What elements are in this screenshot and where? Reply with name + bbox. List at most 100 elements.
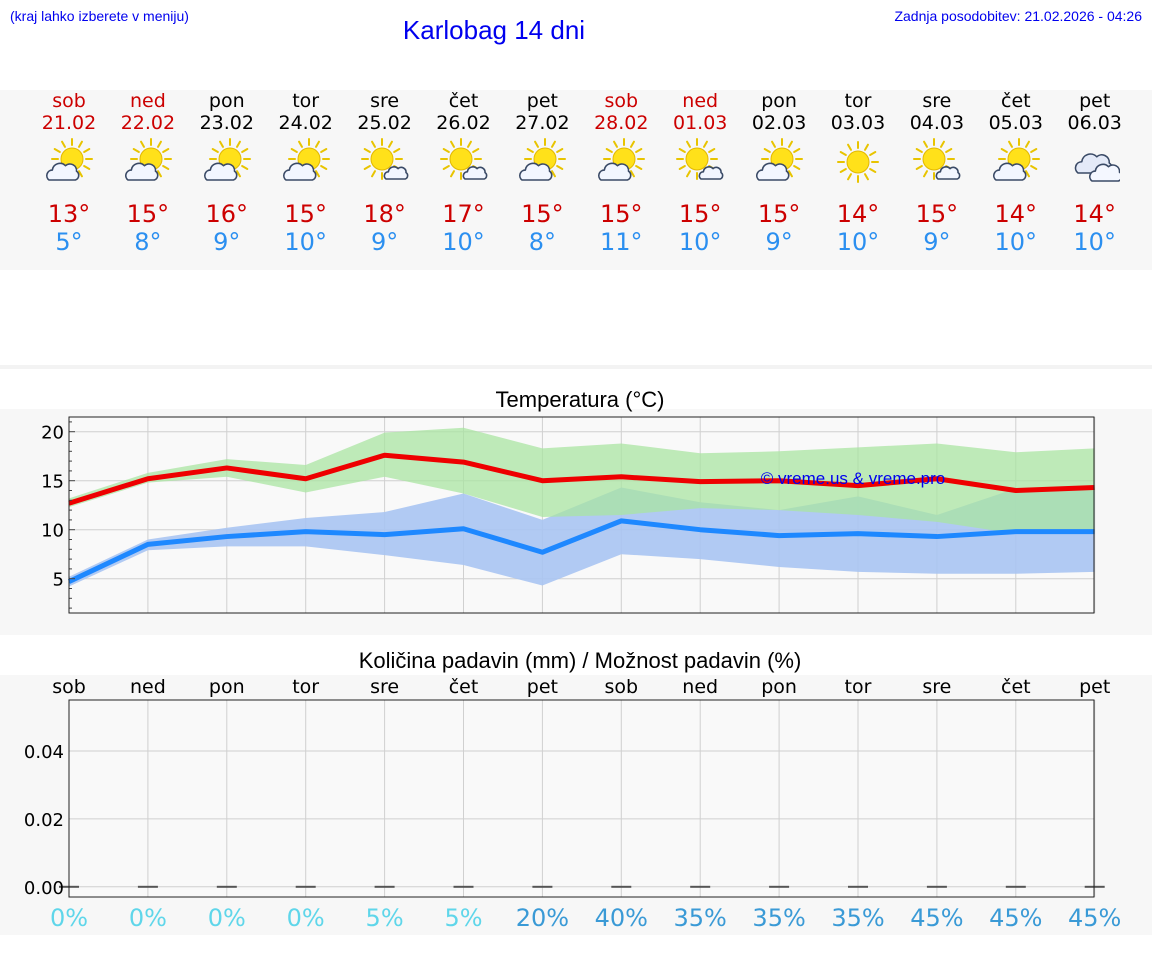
- day-card: pet 27.02 15° 8°: [502, 90, 582, 256]
- separator: [0, 365, 1152, 369]
- partly-cloudy-icon: [266, 134, 346, 194]
- min-temperature: 10°: [836, 228, 880, 256]
- min-temperature: 9°: [765, 228, 793, 256]
- mostly-sunny-icon: [660, 134, 740, 194]
- mostly-sunny-icon: [424, 134, 504, 194]
- partly-cloudy-icon: [581, 134, 661, 194]
- precip-probability: 5%: [444, 904, 483, 932]
- precip-day-label: pon: [761, 676, 797, 698]
- day-date: 27.02: [515, 112, 570, 134]
- weather-icon: [676, 138, 724, 180]
- max-temperature: 14°: [994, 200, 1038, 228]
- day-name: tor: [844, 90, 872, 112]
- partly-cloudy-icon: [976, 134, 1056, 194]
- min-temperature: 8°: [528, 228, 557, 256]
- max-temperature: 17°: [442, 200, 485, 228]
- precipitation-bar: [137, 885, 158, 888]
- day-name: pet: [1079, 90, 1111, 112]
- weather-icon: [598, 138, 646, 181]
- y-tick-label: 0.04: [24, 742, 64, 763]
- day-name: ned: [129, 90, 166, 112]
- day-date: 02.03: [751, 112, 807, 134]
- precip-day-label: čet: [448, 676, 479, 698]
- location-menu-hint: (kraj lahko izberete v meniju): [10, 8, 189, 24]
- day-card: čet 05.03 14° 10°: [976, 90, 1056, 256]
- precip-probability: 45%: [910, 904, 964, 932]
- min-temperature: 10°: [284, 228, 327, 256]
- day-name: sob: [52, 90, 86, 112]
- last-updated: Zadnja posodobitev: 21.02.2026 - 04:26: [894, 8, 1142, 24]
- max-temperature: 15°: [600, 200, 643, 228]
- precip-day-label: sre: [922, 676, 952, 698]
- mostly-sunny-icon: [897, 134, 977, 194]
- precip-day-label: tor: [844, 676, 872, 698]
- precipitation-bar: [690, 885, 711, 888]
- precip-day-label: pet: [1079, 676, 1111, 698]
- precip-day-label: sob: [604, 676, 639, 698]
- y-tick-label: 5: [53, 570, 64, 591]
- weather-icon: [1074, 153, 1120, 182]
- day-date: 05.03: [988, 112, 1043, 134]
- day-name: pon: [761, 90, 797, 112]
- cloudy-icon: [1055, 134, 1135, 194]
- precipitation-bar: [769, 885, 790, 888]
- weather-icon: [46, 138, 93, 181]
- y-tick-label: 10: [41, 521, 64, 542]
- y-tick-label: 20: [41, 423, 64, 444]
- plot-area: [69, 700, 1094, 897]
- partly-cloudy-icon: [29, 134, 109, 194]
- weather-icon: [837, 141, 879, 183]
- y-tick-label: 0.02: [24, 810, 64, 831]
- day-card: ned 01.03 15° 10°: [660, 90, 740, 256]
- day-name: čet: [448, 90, 479, 112]
- day-date: 25.02: [357, 112, 412, 134]
- min-temperature: 11°: [600, 228, 643, 256]
- day-card: pon 02.03 15° 9°: [739, 90, 819, 256]
- max-temperature: 15°: [284, 200, 327, 228]
- precip-probability: 0%: [49, 904, 89, 932]
- weather-icon: [912, 138, 961, 180]
- day-date: 21.02: [41, 112, 97, 134]
- precipitation-bar: [1084, 885, 1105, 888]
- precipitation-bar: [453, 885, 474, 888]
- day-name: ned: [682, 90, 719, 112]
- day-card: tor 24.02 15° 10°: [266, 90, 346, 256]
- weather-icon: [282, 138, 330, 181]
- page-title: Karlobag 14 dni: [402, 15, 586, 45]
- precip-probability: 0%: [286, 904, 325, 932]
- min-temperature: 9°: [213, 228, 241, 256]
- max-temperature: 18°: [363, 200, 406, 228]
- precip-probability: 0%: [207, 904, 246, 932]
- weather-icon: [439, 138, 487, 180]
- temperature-chart-title: Temperatura (°C): [495, 387, 665, 412]
- min-temperature: 10°: [1073, 228, 1116, 256]
- precipitation-bar: [611, 885, 632, 888]
- day-name: sre: [922, 90, 952, 112]
- precip-probability: 0%: [128, 904, 167, 932]
- precip-probability: 35%: [831, 904, 885, 932]
- max-temperature: 15°: [678, 200, 722, 228]
- day-date: 23.02: [199, 112, 254, 134]
- day-date: 06.03: [1067, 112, 1122, 134]
- plot-frame: [68, 416, 1095, 614]
- partly-cloudy-icon: [502, 134, 582, 194]
- precipitation-bar: [532, 885, 553, 888]
- max-temperature: 14°: [1073, 200, 1116, 228]
- precipitation-bar: [216, 885, 237, 888]
- precipitation-bar: [926, 885, 947, 888]
- partly-cloudy-icon: [187, 134, 267, 194]
- precip-day-label: sob: [52, 676, 86, 698]
- precip-probability: 45%: [1068, 904, 1122, 932]
- precipitation-bar: [1005, 885, 1026, 888]
- day-card: sre 25.02 18° 9°: [345, 90, 425, 256]
- day-name: sre: [370, 90, 400, 112]
- precip-day-label: ned: [129, 676, 166, 698]
- precip-day-label: tor: [292, 676, 320, 698]
- sunny-icon: [818, 134, 898, 194]
- precip-day-label: čet: [1001, 676, 1031, 698]
- day-name: sob: [604, 90, 639, 112]
- min-temperature: 10°: [442, 228, 485, 256]
- day-card: ned 22.02 15° 8°: [108, 90, 188, 256]
- temperature-chart: 5 10 15 20 © vreme.us & vreme.pro: [41, 416, 1096, 614]
- precip-probability: 35%: [673, 904, 727, 932]
